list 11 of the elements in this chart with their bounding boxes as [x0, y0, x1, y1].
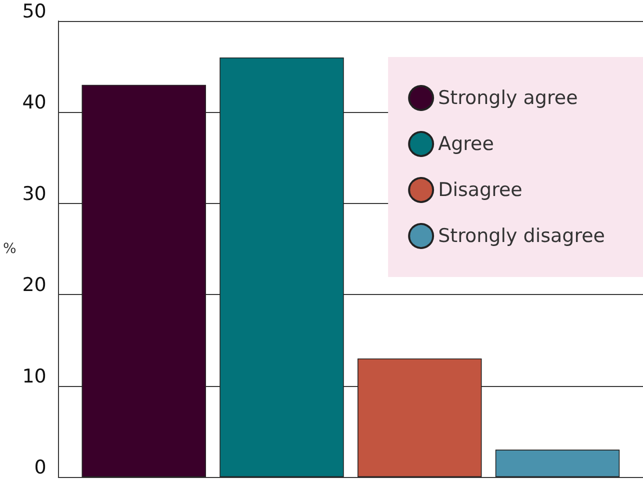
y-tick-label: 40: [22, 92, 46, 114]
y-tick-label: 20: [22, 274, 46, 296]
legend-label: Agree: [438, 133, 494, 155]
y-tick-label: 10: [22, 365, 46, 388]
y-axis-title: %: [2, 241, 16, 257]
legend-label: Disagree: [438, 179, 522, 201]
y-tick-label: 50: [22, 0, 46, 22]
y-tick-label: 0: [34, 456, 46, 478]
y-tick-label: 30: [22, 182, 46, 205]
legend-label: Strongly agree: [438, 87, 578, 109]
legend-label: Strongly disagree: [438, 225, 606, 247]
